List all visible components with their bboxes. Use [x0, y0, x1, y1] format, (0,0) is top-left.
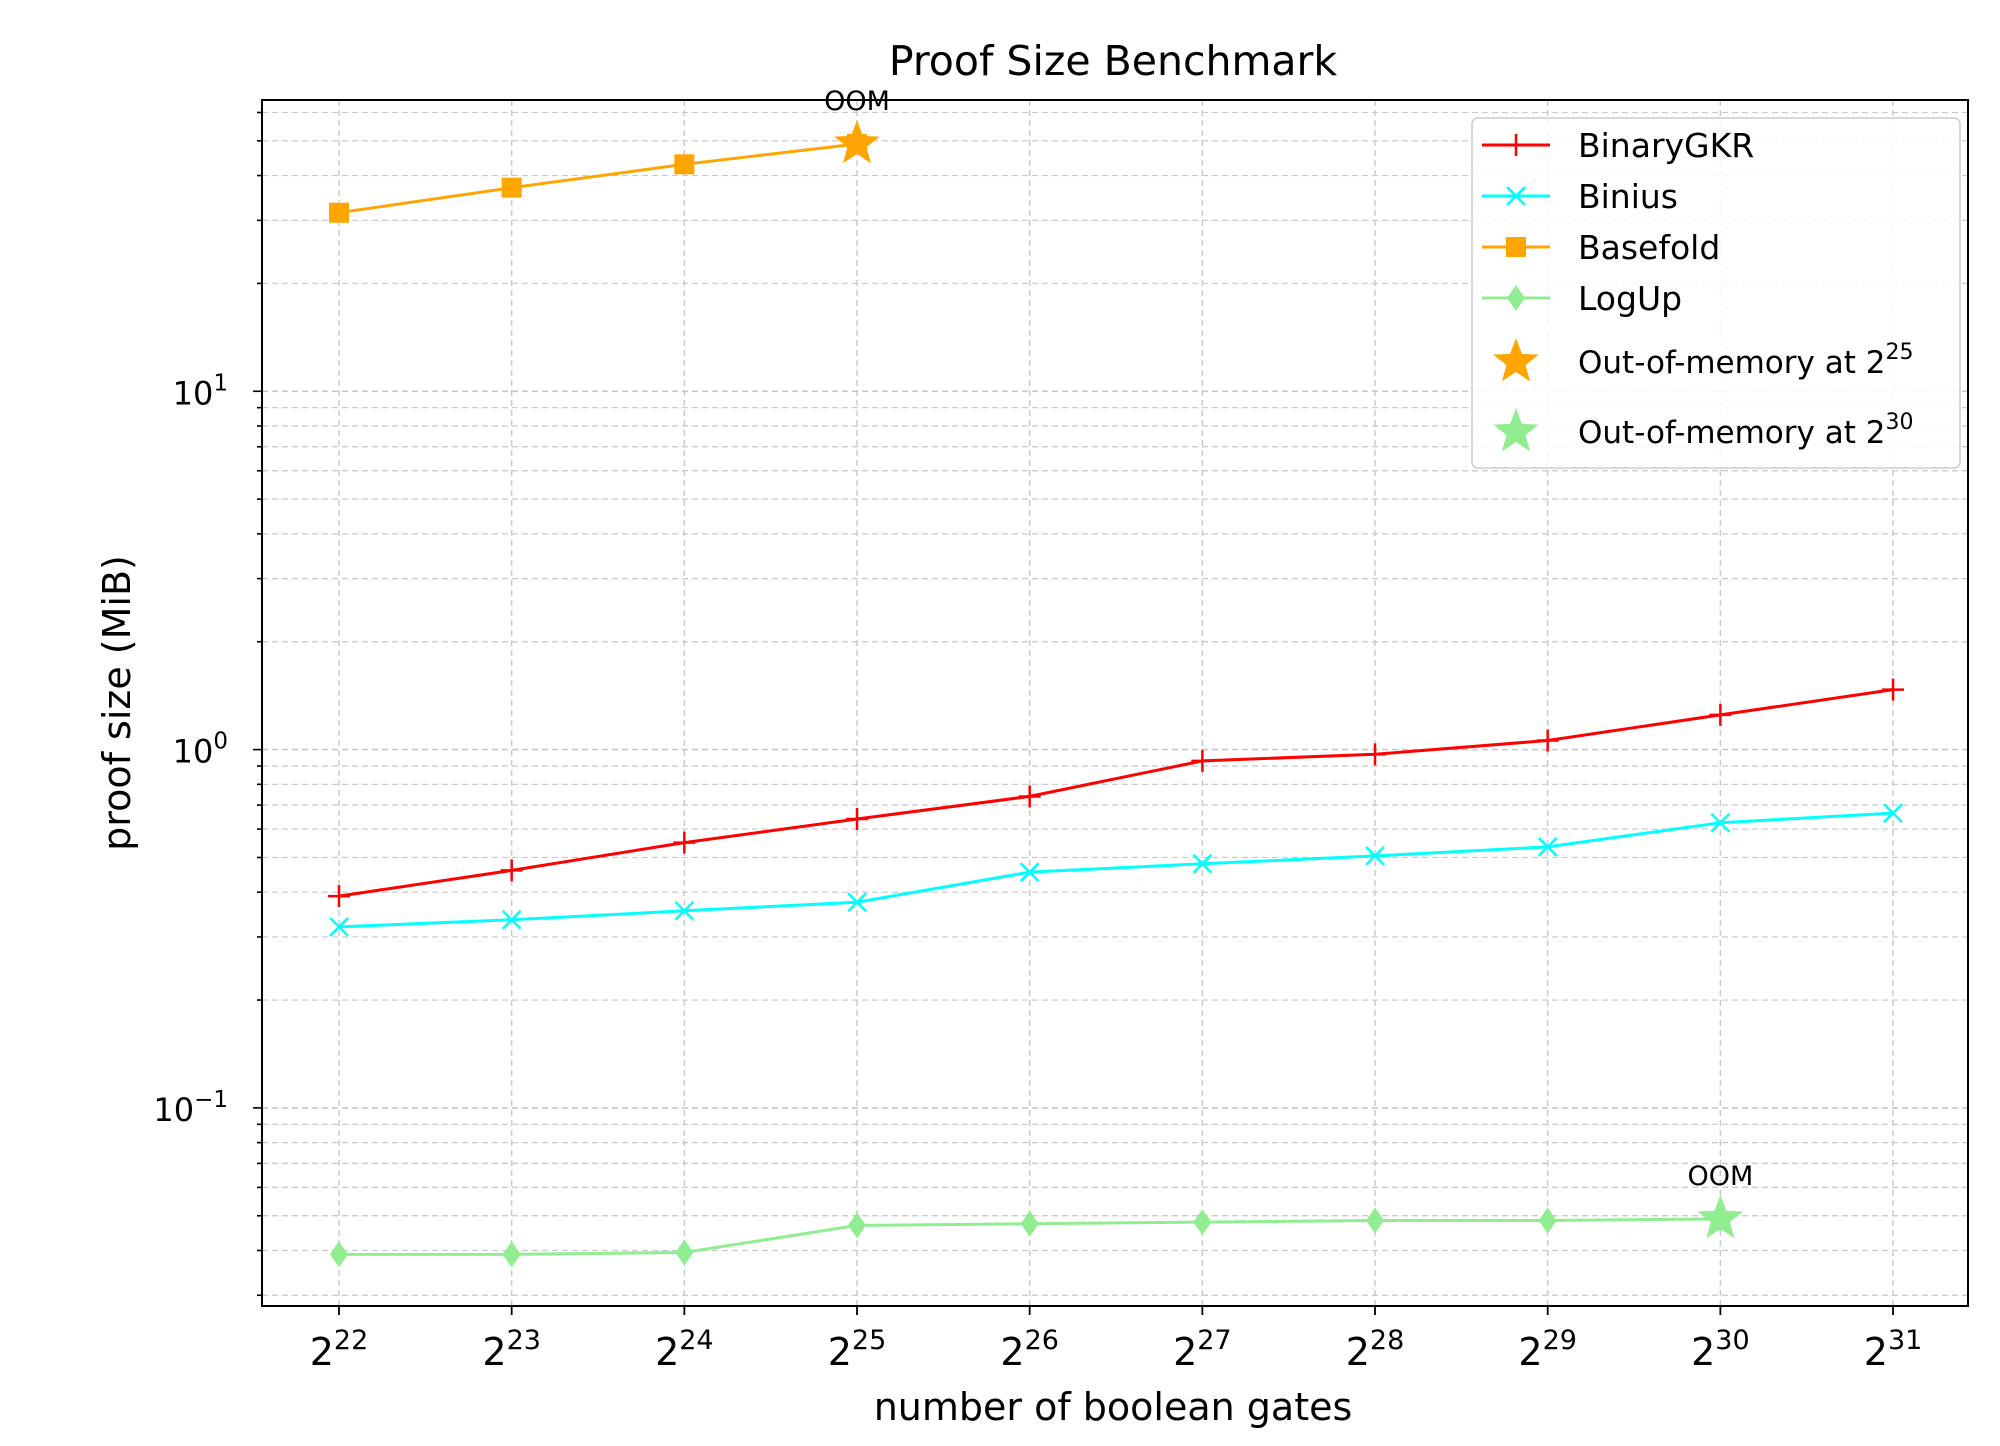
- series-binius-point: [847, 892, 867, 913]
- x-tick-label: 229: [1518, 1325, 1577, 1374]
- legend-binius-point: [1506, 186, 1526, 206]
- series-binius: [329, 803, 1903, 937]
- x-tick-label: 227: [1173, 1325, 1232, 1374]
- series-binarygkr-point: [673, 831, 696, 854]
- series-basefold: [329, 133, 868, 223]
- oom-label: OOM: [1687, 1161, 1753, 1192]
- series-binius-point: [1710, 812, 1731, 833]
- chart-title: Proof Size Benchmark: [889, 37, 1338, 85]
- series-binius-point: [1883, 803, 1903, 823]
- series-logup: [330, 1205, 1730, 1268]
- legend: BinaryGKR Binius Basefold LogUp Out-of-memor…: [1471, 117, 1961, 469]
- legend-oom-label: Out-of-memory at 225: [1578, 340, 1913, 381]
- series-binius-line: [338, 811, 1894, 929]
- legend-basefold-point: [1506, 237, 1526, 257]
- x-tick-label: 226: [1000, 1325, 1059, 1374]
- legend-oom-label: Out-of-memory at 230: [1578, 410, 1913, 451]
- series-binius-point: [329, 917, 349, 937]
- x-tick-label: 230: [1691, 1325, 1750, 1374]
- series-basefold-line: [338, 142, 858, 215]
- y-axis-ticks: 10−1 100 101: [153, 111, 262, 1297]
- series-logup-point: [330, 1241, 348, 1268]
- legend-box: [1471, 117, 1961, 469]
- x-tick-label: 224: [655, 1325, 714, 1374]
- series-binarygkr-point: [846, 808, 869, 831]
- series-binius-point: [1192, 853, 1213, 874]
- legend-oom-star: [1493, 408, 1539, 452]
- series-binarygkr-point: [1882, 678, 1905, 701]
- x-axis-label: number of boolean gates: [874, 1385, 1353, 1429]
- series-binarygkr-line: [338, 688, 1894, 898]
- legend-basefold-label: Basefold: [1578, 228, 1720, 267]
- x-axis-ticks: 222 223 224 225 226 227 228 229 230 231: [310, 1306, 1923, 1374]
- legend-binarygkr-point: [1505, 134, 1527, 156]
- series-logup-point: [502, 1241, 521, 1268]
- plot-frame: [261, 99, 1969, 1307]
- series-logup-point: [1193, 1209, 1212, 1236]
- legend-binius-label: Binius: [1578, 177, 1678, 216]
- series-binarygkr-point: [1364, 743, 1387, 766]
- series-binarygkr-point: [1018, 785, 1041, 808]
- series-binius-point: [1019, 862, 1040, 883]
- series-logup-point: [1020, 1210, 1039, 1237]
- series-binius-point: [501, 909, 522, 930]
- legend-logup-point: [1507, 285, 1525, 311]
- y-axis-label: proof size (MiB): [95, 555, 139, 851]
- legend-logup-label: LogUp: [1578, 279, 1682, 318]
- series-logup-point: [1538, 1207, 1557, 1234]
- series-basefold-point: [674, 154, 695, 175]
- oom-label: OOM: [824, 86, 890, 117]
- x-tick-label: 231: [1864, 1325, 1923, 1374]
- legend-binarygkr-label: BinaryGKR: [1578, 126, 1754, 165]
- y-tick-label: 101: [173, 370, 228, 412]
- series-basefold-point: [501, 177, 522, 198]
- x-tick-label: 225: [828, 1325, 887, 1374]
- series-logup-point: [675, 1239, 694, 1266]
- series-logup-point: [1366, 1207, 1385, 1234]
- series-binius-point: [1365, 846, 1385, 866]
- legend-oom-star: [1493, 338, 1539, 382]
- oom-star-marker: [834, 120, 880, 164]
- series-binius-point: [1537, 837, 1558, 857]
- series-binarygkr-point: [1709, 703, 1732, 726]
- y-tick-label: 10−1: [153, 1087, 228, 1129]
- series-binarygkr-point: [1536, 729, 1559, 752]
- series-binarygkr: [328, 678, 1905, 908]
- series-binius-point: [674, 900, 695, 921]
- y-tick-label: 100: [173, 729, 228, 771]
- series-binarygkr-point: [1191, 749, 1214, 772]
- series-logup-point: [848, 1212, 867, 1239]
- series-basefold-point: [329, 202, 349, 223]
- x-tick-label: 228: [1346, 1325, 1405, 1374]
- x-tick-label: 222: [310, 1325, 369, 1374]
- x-tick-label: 223: [482, 1325, 541, 1374]
- plot-series: OOM OOM: [328, 86, 1905, 1268]
- series-binarygkr-point: [328, 885, 350, 908]
- oom-star-marker: [1697, 1194, 1744, 1239]
- series-binarygkr-point: [500, 859, 523, 882]
